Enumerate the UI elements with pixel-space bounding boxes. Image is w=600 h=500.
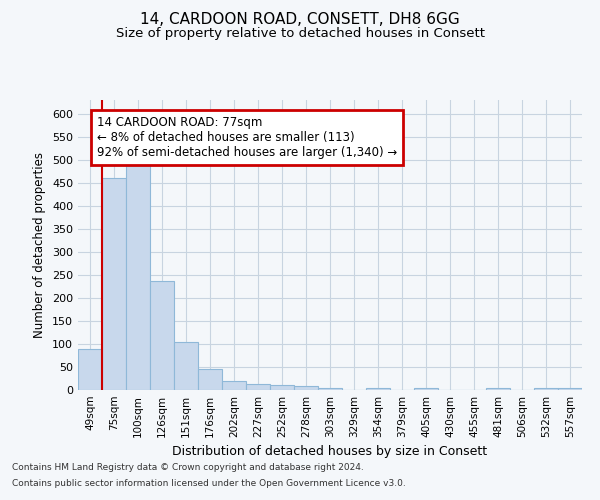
Bar [534, 388, 558, 390]
Bar [102, 178, 126, 390]
Bar [222, 381, 246, 390]
Bar [318, 388, 342, 390]
Bar [366, 388, 390, 390]
Bar [150, 282, 174, 390]
Text: Contains HM Land Registry data © Crown copyright and database right 2024.: Contains HM Land Registry data © Crown c… [12, 464, 364, 472]
Bar [558, 388, 582, 390]
Bar [174, 342, 198, 390]
Bar [486, 388, 510, 390]
Text: 14, CARDOON ROAD, CONSETT, DH8 6GG: 14, CARDOON ROAD, CONSETT, DH8 6GG [140, 12, 460, 28]
Bar [126, 160, 150, 390]
Text: Size of property relative to detached houses in Consett: Size of property relative to detached ho… [115, 28, 485, 40]
Bar [198, 369, 222, 390]
Bar [294, 386, 318, 390]
Bar [414, 388, 438, 390]
Text: Contains public sector information licensed under the Open Government Licence v3: Contains public sector information licen… [12, 478, 406, 488]
Text: 14 CARDOON ROAD: 77sqm
← 8% of detached houses are smaller (113)
92% of semi-det: 14 CARDOON ROAD: 77sqm ← 8% of detached … [97, 116, 397, 159]
X-axis label: Distribution of detached houses by size in Consett: Distribution of detached houses by size … [172, 446, 488, 458]
Bar [270, 386, 294, 390]
Bar [78, 350, 102, 390]
Y-axis label: Number of detached properties: Number of detached properties [34, 152, 46, 338]
Bar [246, 384, 270, 390]
